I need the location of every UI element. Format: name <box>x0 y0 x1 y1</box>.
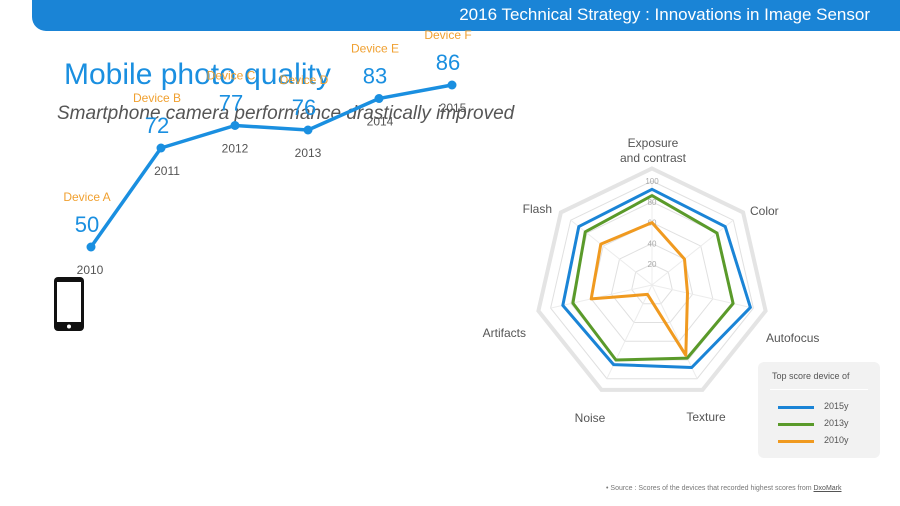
radar-grid-ring-60 <box>590 222 714 342</box>
legend-label-2010: 2010y <box>824 435 849 445</box>
score-label-2014: 83 <box>363 64 387 89</box>
page-subtitle: Smartphone camera performance drasticall… <box>57 103 515 124</box>
score-label-2012: 77 <box>219 91 243 116</box>
progress-line <box>89 83 454 249</box>
year-label-2011: 2011 <box>154 164 180 178</box>
line-point-2014 <box>374 94 384 103</box>
legend-item-2015: 2015y <box>778 401 874 413</box>
radar-axis-label-5: Artifacts <box>483 326 526 340</box>
legend-swatch-2010 <box>778 440 814 443</box>
legend-label-2013: 2013y <box>824 418 849 428</box>
score-label-2011: 72 <box>145 113 169 138</box>
score-label-2015: 86 <box>436 50 460 75</box>
source-note: • Source : Scores of the devices that re… <box>606 485 842 492</box>
radar-tick-40: 40 <box>648 239 657 248</box>
radar-axis-line-2 <box>651 284 754 309</box>
device-label-2010: Device A <box>63 190 110 204</box>
year-label-2010: 2010 <box>77 263 104 277</box>
device-label-2011: Device B <box>133 91 181 105</box>
radar-axis-line-1 <box>651 219 734 286</box>
line-point-2012 <box>230 121 240 130</box>
source-link[interactable]: DxoMark <box>813 485 842 492</box>
year-label-2013: 2013 <box>295 146 322 160</box>
smartphone-icon <box>54 277 84 331</box>
radar-axis-line-5 <box>550 284 653 309</box>
radar-series-2013y <box>571 194 735 362</box>
year-label-2012: 2012 <box>222 142 249 156</box>
legend-swatch-2015 <box>778 406 814 409</box>
radar-axis-label-0: Exposure and contrast <box>620 136 687 165</box>
legend-item-2010: 2010y <box>778 435 874 447</box>
line-point-2010 <box>86 242 96 252</box>
source-text: • Source : Scores of the devices that re… <box>606 485 814 492</box>
radar-legend: Top score device of 2015y 2013y 2010y <box>758 362 880 458</box>
device-label-2014: Device E <box>351 42 399 56</box>
legend-divider <box>770 389 868 390</box>
header-bar: 2016 Technical Strategy : Innovations in… <box>32 0 900 31</box>
radar-series-2010y <box>589 221 689 357</box>
radar-frame <box>536 166 768 392</box>
year-label-2014: 2014 <box>367 115 394 129</box>
legend-title: Top score device of <box>772 371 850 381</box>
line-point-2013 <box>303 125 313 135</box>
page-title: Mobile photo quality <box>64 58 331 91</box>
legend-swatch-2013 <box>778 423 814 426</box>
radar-axis-label-4: Noise <box>575 411 606 425</box>
device-label-2015: Device F <box>424 28 471 42</box>
legend-item-2013: 2013y <box>778 418 874 430</box>
line-point-2015 <box>447 80 457 90</box>
radar-axis-line-4 <box>606 284 653 379</box>
score-label-2013: 76 <box>292 95 316 120</box>
radar-axis-label-6: Flash <box>523 202 552 216</box>
header-title: 2016 Technical Strategy : Innovations in… <box>459 5 870 24</box>
radar-series-2015y <box>561 187 752 369</box>
radar-axis-label-1: Color <box>750 204 779 218</box>
radar-tick-20: 20 <box>648 260 657 269</box>
radar-tick-80: 80 <box>648 198 657 207</box>
radar-axis-label-2: Autofocus <box>766 331 819 345</box>
device-label-2012: Device C <box>207 69 256 83</box>
legend-label-2015: 2015y <box>824 401 849 411</box>
year-label-2015: 2015 <box>440 101 467 115</box>
device-label-2013: Device D <box>280 73 329 87</box>
line-point-2011 <box>156 143 166 153</box>
score-label-2010: 50 <box>75 212 99 237</box>
radar-axis-line-3 <box>651 284 698 379</box>
radar-axis-label-3: Texture <box>686 410 726 424</box>
radar-tick-100: 100 <box>645 177 659 186</box>
radar-grid-ring-100 <box>550 180 754 380</box>
